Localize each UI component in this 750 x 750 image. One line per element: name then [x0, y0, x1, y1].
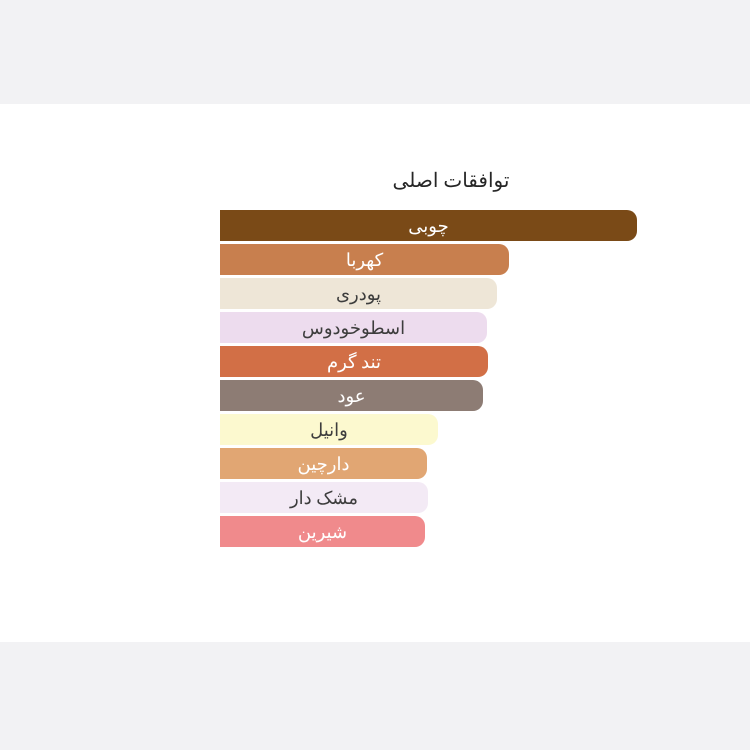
accord-label-9: مشک دار — [289, 487, 359, 508]
accord-label-6: عود — [337, 385, 366, 406]
accord-label-7: وانیل — [310, 419, 348, 440]
letterbox-top — [0, 0, 750, 104]
accord-label-4: اسطوخودوس — [301, 317, 406, 338]
accord-bar-9: مشک دار — [220, 482, 428, 513]
letterbox-bottom — [0, 642, 750, 750]
accords-bar-chart: چوبی کهربا پودری اسطوخودوس تند گرم عود وانیل دا… — [220, 210, 640, 550]
accord-bar-10: شیرین — [220, 516, 425, 547]
accord-bar-4: اسطوخودوس — [220, 312, 487, 343]
accord-bar-6: عود — [220, 380, 483, 411]
accord-label-3: پودری — [335, 283, 382, 304]
accord-label-2: کهربا — [345, 249, 384, 270]
accord-bar-1: چوبی — [220, 210, 637, 241]
accord-bar-7: وانیل — [220, 414, 438, 445]
accord-bar-8: دارچین — [220, 448, 427, 479]
accord-label-10: شیرین — [297, 521, 348, 542]
accord-bar-2: کهربا — [220, 244, 509, 275]
accord-label-5: تند گرم — [326, 351, 382, 372]
accord-bar-3: پودری — [220, 278, 497, 309]
accord-label-1: چوبی — [408, 215, 449, 236]
chart-title: توافقات اصلی — [392, 170, 510, 192]
content-area: توافقات اصلی چوبی کهربا پودری اسطوخودوس تند … — [0, 104, 750, 642]
accord-bar-5: تند گرم — [220, 346, 488, 377]
accord-label-8: دارچین — [297, 453, 350, 474]
